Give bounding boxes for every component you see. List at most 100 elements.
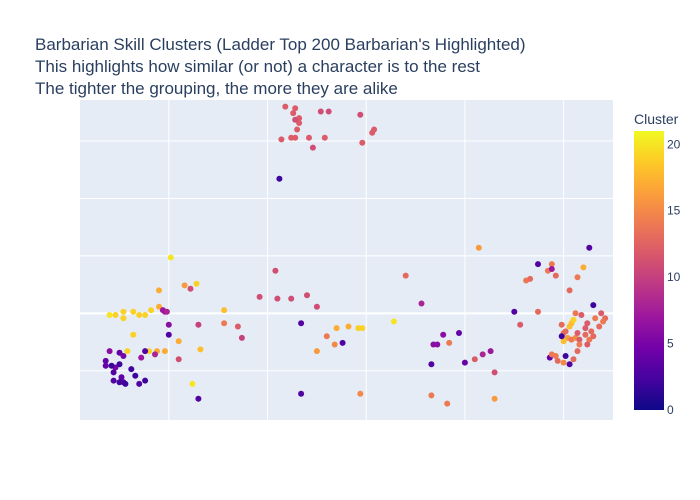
- data-point-25[interactable]: [130, 308, 137, 315]
- data-point-9[interactable]: [357, 111, 364, 118]
- data-point-150[interactable]: [558, 333, 565, 340]
- data-point-76[interactable]: [304, 292, 310, 299]
- data-point-141[interactable]: [586, 336, 593, 343]
- data-point-153[interactable]: [560, 359, 567, 366]
- data-point-43[interactable]: [152, 351, 158, 358]
- data-point-18[interactable]: [309, 144, 316, 151]
- data-point-81[interactable]: [298, 320, 305, 327]
- data-point-89[interactable]: [331, 341, 338, 348]
- data-point-6[interactable]: [294, 126, 301, 133]
- data-point-152[interactable]: [554, 357, 561, 364]
- data-point-128[interactable]: [562, 328, 569, 335]
- data-point-73[interactable]: [272, 267, 279, 274]
- data-point-15[interactable]: [306, 134, 312, 141]
- data-point-26[interactable]: [120, 308, 127, 315]
- data-point-7[interactable]: [317, 108, 324, 115]
- data-point-46[interactable]: [106, 348, 113, 355]
- data-point-161[interactable]: [562, 353, 569, 359]
- data-point-104[interactable]: [471, 356, 478, 363]
- data-point-157[interactable]: [566, 361, 573, 368]
- data-point-85[interactable]: [345, 323, 352, 330]
- data-point-37[interactable]: [161, 348, 168, 355]
- data-point-12[interactable]: [278, 136, 285, 143]
- data-point-148[interactable]: [578, 312, 585, 318]
- data-point-88[interactable]: [323, 333, 330, 340]
- data-point-106[interactable]: [475, 244, 482, 251]
- data-point-5[interactable]: [292, 116, 299, 123]
- data-point-29[interactable]: [148, 307, 155, 314]
- data-point-1[interactable]: [292, 105, 299, 112]
- data-point-68[interactable]: [163, 308, 170, 315]
- data-point-17[interactable]: [359, 139, 366, 146]
- data-point-75[interactable]: [288, 295, 295, 302]
- data-point-136[interactable]: [576, 336, 583, 343]
- data-point-31[interactable]: [106, 312, 113, 318]
- data-point-63[interactable]: [138, 354, 145, 361]
- data-point-19[interactable]: [276, 175, 283, 182]
- data-point-48[interactable]: [102, 357, 109, 364]
- data-point-125[interactable]: [586, 244, 593, 251]
- data-point-22[interactable]: [193, 280, 200, 287]
- data-point-137[interactable]: [582, 331, 589, 338]
- data-point-41[interactable]: [130, 331, 137, 338]
- data-point-158[interactable]: [570, 356, 577, 363]
- data-point-98[interactable]: [456, 330, 462, 336]
- data-point-16[interactable]: [321, 134, 328, 141]
- data-point-44[interactable]: [142, 377, 149, 384]
- data-point-120[interactable]: [558, 321, 565, 328]
- data-point-110[interactable]: [511, 308, 518, 315]
- data-point-23[interactable]: [156, 287, 162, 294]
- data-point-49[interactable]: [102, 362, 109, 369]
- data-point-123[interactable]: [580, 264, 587, 271]
- data-point-33[interactable]: [175, 338, 182, 345]
- data-point-97[interactable]: [430, 341, 437, 348]
- data-point-8[interactable]: [325, 108, 332, 115]
- data-point-99[interactable]: [479, 351, 486, 358]
- data-point-114[interactable]: [535, 308, 541, 315]
- data-point-102[interactable]: [461, 359, 468, 366]
- data-point-121[interactable]: [566, 287, 573, 294]
- data-point-149[interactable]: [598, 310, 605, 317]
- data-point-20[interactable]: [167, 254, 174, 261]
- data-point-140[interactable]: [574, 330, 581, 336]
- data-point-155[interactable]: [548, 351, 555, 358]
- data-point-94[interactable]: [418, 300, 425, 307]
- data-point-64[interactable]: [165, 321, 172, 328]
- data-point-100[interactable]: [487, 348, 494, 355]
- data-point-103[interactable]: [446, 339, 453, 346]
- data-point-40[interactable]: [175, 356, 182, 363]
- data-point-69[interactable]: [195, 395, 202, 402]
- data-point-118[interactable]: [535, 261, 541, 268]
- data-point-2[interactable]: [290, 110, 297, 117]
- data-point-32[interactable]: [120, 315, 127, 322]
- data-point-51[interactable]: [116, 361, 123, 368]
- data-point-108[interactable]: [444, 400, 451, 407]
- data-point-159[interactable]: [584, 341, 591, 348]
- data-point-78[interactable]: [221, 320, 228, 327]
- data-point-83[interactable]: [298, 390, 305, 397]
- data-point-95[interactable]: [440, 331, 447, 338]
- data-point-145[interactable]: [600, 318, 607, 325]
- data-point-35[interactable]: [124, 348, 131, 355]
- data-point-122[interactable]: [574, 274, 581, 281]
- data-point-58[interactable]: [136, 380, 143, 387]
- data-point-84[interactable]: [333, 325, 340, 332]
- data-point-143[interactable]: [596, 323, 603, 330]
- data-point-79[interactable]: [256, 293, 263, 300]
- data-point-105[interactable]: [491, 369, 498, 376]
- data-point-71[interactable]: [234, 323, 241, 330]
- data-point-107[interactable]: [428, 392, 435, 399]
- data-point-82[interactable]: [339, 339, 346, 346]
- data-point-112[interactable]: [527, 275, 534, 282]
- data-point-119[interactable]: [548, 266, 555, 272]
- data-point-28[interactable]: [142, 312, 149, 318]
- data-point-52[interactable]: [110, 369, 117, 376]
- data-point-50[interactable]: [108, 362, 115, 369]
- data-point-62[interactable]: [142, 348, 149, 355]
- data-point-77[interactable]: [313, 303, 320, 310]
- data-point-124[interactable]: [572, 310, 579, 317]
- data-point-14[interactable]: [292, 134, 299, 141]
- data-point-130[interactable]: [566, 323, 573, 330]
- data-point-142[interactable]: [590, 333, 597, 340]
- data-point-131[interactable]: [570, 316, 577, 323]
